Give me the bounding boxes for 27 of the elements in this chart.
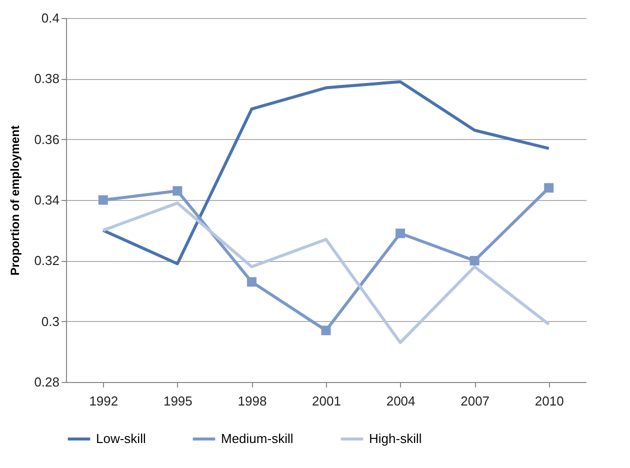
x-tick-label: 2004 bbox=[386, 394, 416, 408]
legend-label: Low-skill bbox=[96, 431, 146, 446]
legend-label: High-skill bbox=[369, 431, 422, 446]
y-tick-label: 0.28 bbox=[34, 374, 60, 390]
x-tick-label: 1998 bbox=[238, 394, 267, 408]
y-tick-label: 0.36 bbox=[34, 132, 60, 147]
point bbox=[172, 186, 182, 196]
x-tick-label: 2007 bbox=[460, 394, 490, 408]
point bbox=[544, 183, 554, 193]
point bbox=[470, 256, 480, 266]
point bbox=[321, 326, 331, 336]
y-axis-title: Proportion of employment bbox=[8, 125, 22, 276]
point bbox=[98, 195, 108, 205]
y-tick-label: 0.38 bbox=[34, 71, 60, 86]
x-tick-label: 2010 bbox=[534, 394, 564, 408]
y-tick-label: 0.3 bbox=[41, 314, 60, 329]
line-series bbox=[102, 202, 550, 344]
y-tick-label: 0.32 bbox=[34, 253, 60, 268]
point bbox=[246, 277, 256, 287]
x-tick-label: 1995 bbox=[163, 394, 192, 408]
legend-label: Medium-skill bbox=[221, 431, 294, 446]
x-tick-label: 1992 bbox=[89, 394, 118, 408]
y-tick-label: 0.4 bbox=[41, 10, 60, 26]
point bbox=[396, 228, 406, 238]
line-series bbox=[102, 80, 550, 266]
x-tick-label: 2001 bbox=[312, 394, 341, 408]
y-tick-label: 0.34 bbox=[34, 192, 60, 208]
